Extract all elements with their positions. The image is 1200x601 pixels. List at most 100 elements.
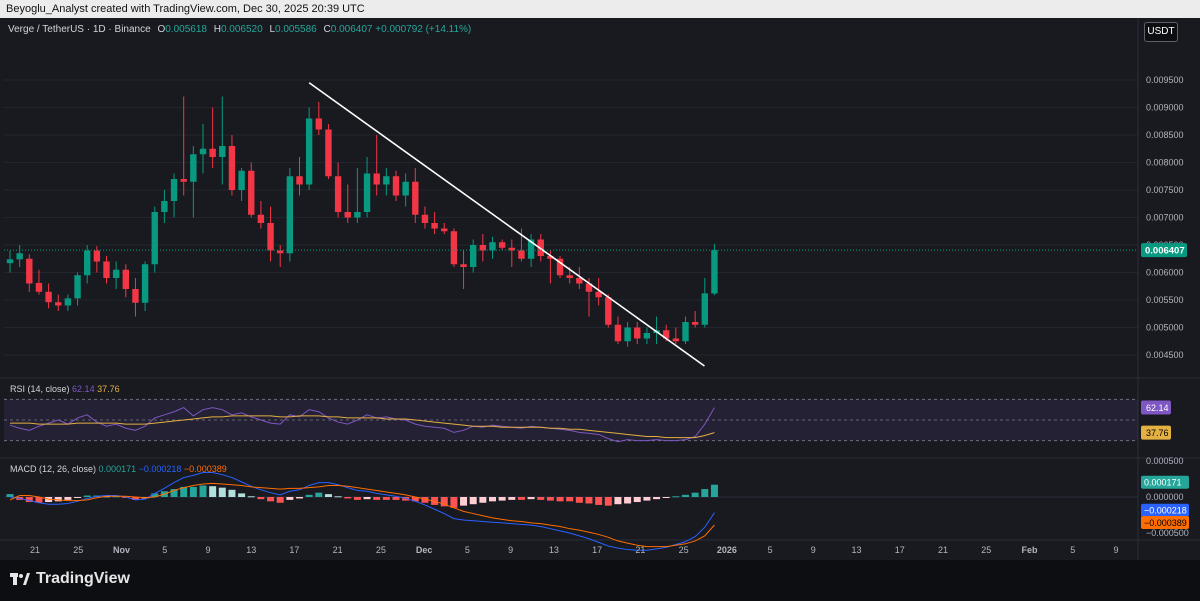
candle-body (450, 231, 458, 265)
macd-signal-line (9, 482, 715, 548)
macd-axis: 0.000500 0.000000 −0.000500 0.000171 −0.0002… (1141, 456, 1189, 538)
macd-legend-hist: 0.000171 (98, 464, 137, 474)
macd-hist-bar (498, 497, 506, 501)
macd-hist-bar (131, 497, 139, 500)
pane-backgrounds (0, 18, 1200, 560)
candle-body (682, 322, 689, 342)
macd-line (9, 472, 715, 551)
rsi-ma-badge (1141, 425, 1171, 440)
macd-hist-bar (247, 496, 255, 498)
candle-body (161, 201, 168, 212)
candle-body (498, 242, 506, 248)
macd-hist-bar (517, 497, 525, 500)
candle-body (6, 259, 14, 264)
tradingview-logo-icon (10, 573, 30, 585)
macd-hist-bar (566, 497, 574, 502)
macd-hist-bar (83, 495, 91, 497)
chart-svg[interactable]: 0.009500 0.009000 0.008500 0.008000 0.007500… (0, 18, 1200, 560)
candle-body (634, 327, 641, 339)
macd-hist-bar (469, 497, 477, 505)
macd-hist-bar (218, 487, 226, 497)
author-bar: Beyoglu_Analyst created with TradingView… (0, 0, 1200, 18)
macd-tick-label: 0.000000 (1146, 492, 1184, 502)
macd-hist-bar (6, 494, 14, 497)
candle-body (441, 228, 448, 232)
rsi-ma-line (10, 415, 715, 439)
price-tick-label: 0.009000 (1146, 103, 1184, 113)
macd-signal-badge-label: −0.000389 (1144, 518, 1187, 528)
rsi-line (9, 407, 715, 443)
chart-frame[interactable]: 0.009500 0.009000 0.008500 0.008000 0.007500… (0, 18, 1200, 560)
time-tick-label: 17 (895, 545, 905, 555)
candle-body (624, 327, 631, 342)
macd-hist-bar (421, 497, 429, 503)
time-tick-label: 25 (679, 545, 689, 555)
time-tick-label: Nov (113, 545, 130, 555)
candle-body (286, 176, 294, 254)
candle-body (64, 298, 72, 306)
macd-line-badge-label: −0.000218 (1144, 506, 1187, 516)
candle-body (35, 282, 43, 292)
candle-body (527, 239, 535, 259)
macd-hist-bar (489, 497, 496, 502)
macd-hist-badge (1141, 475, 1189, 489)
macd-hist-bar (363, 497, 371, 500)
macd-hist-bar (170, 489, 178, 497)
candle-body (585, 283, 593, 292)
candle-body (614, 324, 622, 342)
candle-body (296, 176, 303, 185)
candle-body (122, 269, 129, 289)
candle-body (547, 256, 554, 259)
macd-hist-bar (324, 494, 332, 497)
macd-hist-bar (440, 497, 448, 507)
price-axis[interactable]: 0.009500 0.009000 0.008500 0.008000 0.007500… (1141, 75, 1187, 360)
time-tick-label: 17 (592, 545, 602, 555)
tradingview-logo[interactable]: TradingView (10, 570, 130, 588)
trendline[interactable] (308, 82, 705, 367)
macd-legend-signal: −0.000389 (183, 464, 227, 474)
candle-body (26, 258, 33, 284)
macd-hist-bar (151, 493, 159, 497)
time-tick-label: 21 (333, 545, 343, 555)
macd-hist-bar (653, 497, 661, 500)
time-tick-label: Dec (416, 545, 433, 555)
time-tick-label: 5 (768, 545, 773, 555)
candle-body (518, 250, 525, 259)
macd-hist-bar (701, 489, 709, 497)
macd-hist-bar (344, 497, 352, 499)
candle-body (257, 214, 265, 223)
candle-body (305, 118, 313, 185)
price-tick-label: 0.007000 (1146, 213, 1184, 223)
candle-body (228, 146, 236, 190)
time-tick-label: 9 (811, 545, 816, 555)
macd-hist-bar (180, 486, 188, 497)
macd-hist-bar (556, 497, 564, 502)
rsi-pane (4, 398, 1138, 443)
macd-hist-bar (257, 497, 265, 500)
macd-hist-bar (74, 497, 82, 498)
candle-body (132, 289, 139, 303)
macd-hist-bar (286, 497, 294, 500)
time-tick-label: 25 (376, 545, 386, 555)
candle-body (711, 250, 718, 294)
candle-body (489, 242, 496, 251)
macd-signal-badge (1141, 516, 1189, 530)
high-value: 0.006520 (220, 24, 263, 35)
rsi-legend-value: 62.14 (72, 384, 95, 394)
open-label: O (157, 24, 166, 35)
symbol-title[interactable]: Verge / TetherUS · 1D · Binance (8, 24, 151, 35)
macd-hist-bar (460, 497, 468, 506)
candle-body (383, 176, 390, 185)
macd-hist-bar (710, 484, 718, 497)
candle-body (672, 338, 680, 342)
price-tick-label: 0.004500 (1146, 350, 1184, 360)
low-value: 0.005586 (275, 24, 317, 35)
price-tick-label: 0.008500 (1146, 130, 1184, 140)
time-axis[interactable]: 21 25 Nov 5 9 13 17 21 25 Dec 5 9 13 17 21 25 2026 5 9 13 17… (30, 545, 1119, 555)
currency-button[interactable]: USDT (1144, 22, 1178, 42)
time-tick-label: 25 (981, 545, 991, 555)
low-label: L (269, 24, 276, 35)
candle-body (576, 278, 583, 284)
change-value: +0.000792 (+14.11%) (375, 24, 472, 35)
